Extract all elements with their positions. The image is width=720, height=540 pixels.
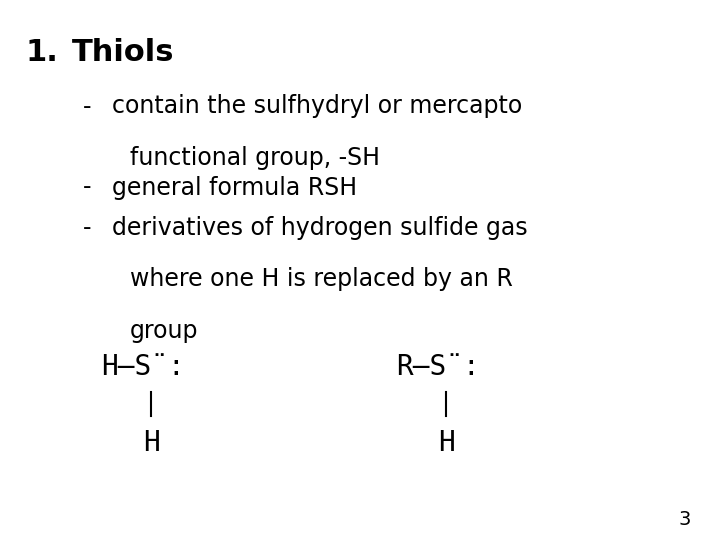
Text: 3: 3 <box>679 510 691 529</box>
Text: H—S̈:: H—S̈: <box>101 353 184 381</box>
Text: general formula RSH: general formula RSH <box>112 176 356 199</box>
Text: R—S̈:: R—S̈: <box>396 353 480 381</box>
Text: -: - <box>83 216 91 240</box>
Text: contain the sulfhydryl or mercapto: contain the sulfhydryl or mercapto <box>112 94 522 118</box>
Text: -: - <box>83 176 91 199</box>
Text: derivatives of hydrogen sulfide gas: derivatives of hydrogen sulfide gas <box>112 216 527 240</box>
Text: where one H is replaced by an R: where one H is replaced by an R <box>130 267 513 291</box>
Text: H: H <box>438 429 455 457</box>
Text: 1.: 1. <box>25 38 58 67</box>
Text: functional group, -SH: functional group, -SH <box>130 146 379 170</box>
Text: group: group <box>130 319 198 342</box>
Text: -: - <box>83 94 91 118</box>
Text: H: H <box>143 429 160 457</box>
Text: Thiols: Thiols <box>72 38 174 67</box>
